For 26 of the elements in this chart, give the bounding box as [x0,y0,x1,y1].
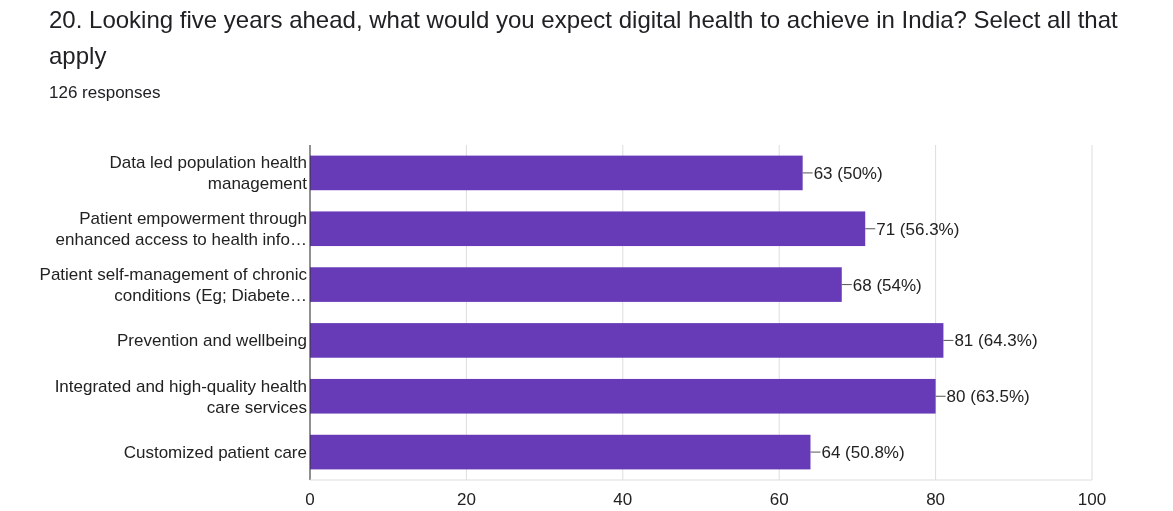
y-tick-label: Prevention and wellbeing [117,331,307,351]
y-tick-label: Integrated and high-quality health care services [54,376,307,417]
x-tick-label: 60 [769,490,789,509]
bar [310,267,842,302]
chart-title: 20. Looking five years ahead, what would you expect digital health to achieve in India? Select all that apply [49,6,1119,69]
y-tick-label: Customized patient care [123,443,307,463]
bar [310,434,811,470]
bar [310,211,866,247]
x-tick-label: 40 [613,490,633,509]
y-tick-label: Patient self-management of chronic conditions (Eg; Diabete… [39,265,308,306]
bar [310,378,936,414]
data-label: 68 (54%) [852,275,922,295]
data-label: 63 (50%) [813,163,883,183]
x-tick-label: 20 [456,490,476,509]
text: 126 responses [49,83,161,102]
data-label: 64 (50.8%) [821,443,905,463]
y-tick-label: Data led population health management [109,153,308,194]
data-label: 81 (64.3%) [954,331,1038,351]
x-tick-label: 80 [926,490,946,509]
x-tick-label: 0 [305,490,315,509]
y-tick-label: Patient empowerment through enhanced access to health info… [55,209,307,250]
x-tick-label: 100 [1077,490,1107,509]
bar [310,323,944,358]
data-label: 71 (56.3%) [876,219,960,239]
data-label: 80 (63.5%) [946,387,1030,407]
bar [310,155,803,191]
